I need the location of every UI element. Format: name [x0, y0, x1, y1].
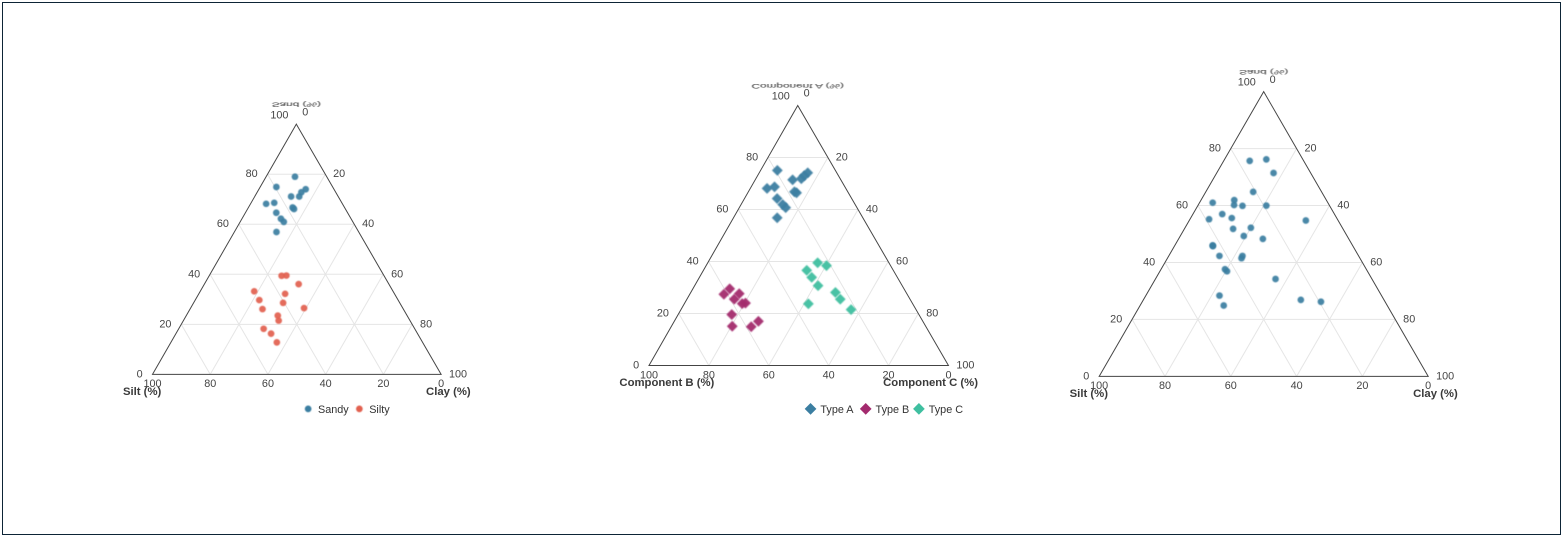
svg-text:0: 0 [302, 106, 308, 118]
svg-text:100: 100 [1238, 77, 1256, 89]
svg-text:20: 20 [333, 168, 345, 180]
svg-text:40: 40 [866, 203, 878, 215]
svg-text:20: 20 [1356, 380, 1368, 392]
svg-text:Component B (%): Component B (%) [619, 377, 714, 389]
svg-text:40: 40 [1143, 256, 1155, 268]
svg-text:60: 60 [763, 369, 775, 381]
svg-text:Component A (%): Component A (%) [752, 82, 844, 89]
svg-text:0: 0 [633, 359, 639, 371]
svg-text:80: 80 [246, 168, 258, 180]
svg-text:20: 20 [1304, 143, 1316, 155]
svg-text:Sand (%): Sand (%) [272, 100, 321, 107]
svg-text:80: 80 [746, 151, 758, 163]
svg-text:80: 80 [204, 378, 216, 390]
svg-text:60: 60 [896, 255, 908, 267]
svg-text:0: 0 [1083, 370, 1089, 382]
svg-text:80: 80 [1403, 313, 1415, 325]
svg-text:20: 20 [1110, 313, 1122, 325]
svg-text:60: 60 [716, 203, 728, 215]
svg-text:60: 60 [1176, 199, 1188, 211]
svg-text:Silt (%): Silt (%) [1070, 388, 1109, 400]
svg-text:100: 100 [772, 91, 790, 103]
svg-text:Sandy: Sandy [318, 404, 349, 416]
svg-text:40: 40 [687, 255, 699, 267]
svg-text:20: 20 [836, 151, 848, 163]
svg-text:40: 40 [823, 369, 835, 381]
svg-text:Clay (%): Clay (%) [426, 386, 471, 398]
svg-text:100: 100 [956, 359, 974, 371]
svg-text:80: 80 [1159, 380, 1171, 392]
svg-text:60: 60 [262, 378, 274, 390]
svg-text:80: 80 [926, 307, 938, 319]
svg-text:0: 0 [1270, 74, 1276, 86]
svg-text:60: 60 [391, 268, 403, 280]
svg-text:20: 20 [657, 307, 669, 319]
svg-text:60: 60 [217, 218, 229, 230]
svg-text:Sand (%): Sand (%) [1239, 68, 1288, 75]
svg-text:20: 20 [159, 318, 171, 330]
svg-text:40: 40 [362, 218, 374, 230]
svg-text:100: 100 [270, 109, 288, 121]
svg-text:0: 0 [137, 368, 143, 380]
svg-text:20: 20 [377, 378, 389, 390]
svg-text:60: 60 [1225, 380, 1237, 392]
svg-text:Silt (%): Silt (%) [123, 386, 162, 398]
svg-text:80: 80 [420, 318, 432, 330]
svg-text:100: 100 [449, 368, 467, 380]
svg-text:40: 40 [1291, 380, 1303, 392]
svg-text:Type A: Type A [820, 404, 854, 416]
svg-text:40: 40 [1337, 199, 1349, 211]
svg-text:Type C: Type C [929, 404, 963, 416]
svg-text:80: 80 [1209, 143, 1221, 155]
svg-text:0: 0 [804, 88, 810, 100]
svg-text:40: 40 [188, 268, 200, 280]
svg-text:Silty: Silty [369, 404, 390, 416]
svg-text:100: 100 [1436, 370, 1454, 382]
svg-text:60: 60 [1370, 256, 1382, 268]
svg-text:Type B: Type B [876, 404, 910, 416]
svg-text:Clay (%): Clay (%) [1413, 388, 1458, 400]
svg-text:40: 40 [320, 378, 332, 390]
svg-text:Component C (%): Component C (%) [883, 377, 978, 389]
